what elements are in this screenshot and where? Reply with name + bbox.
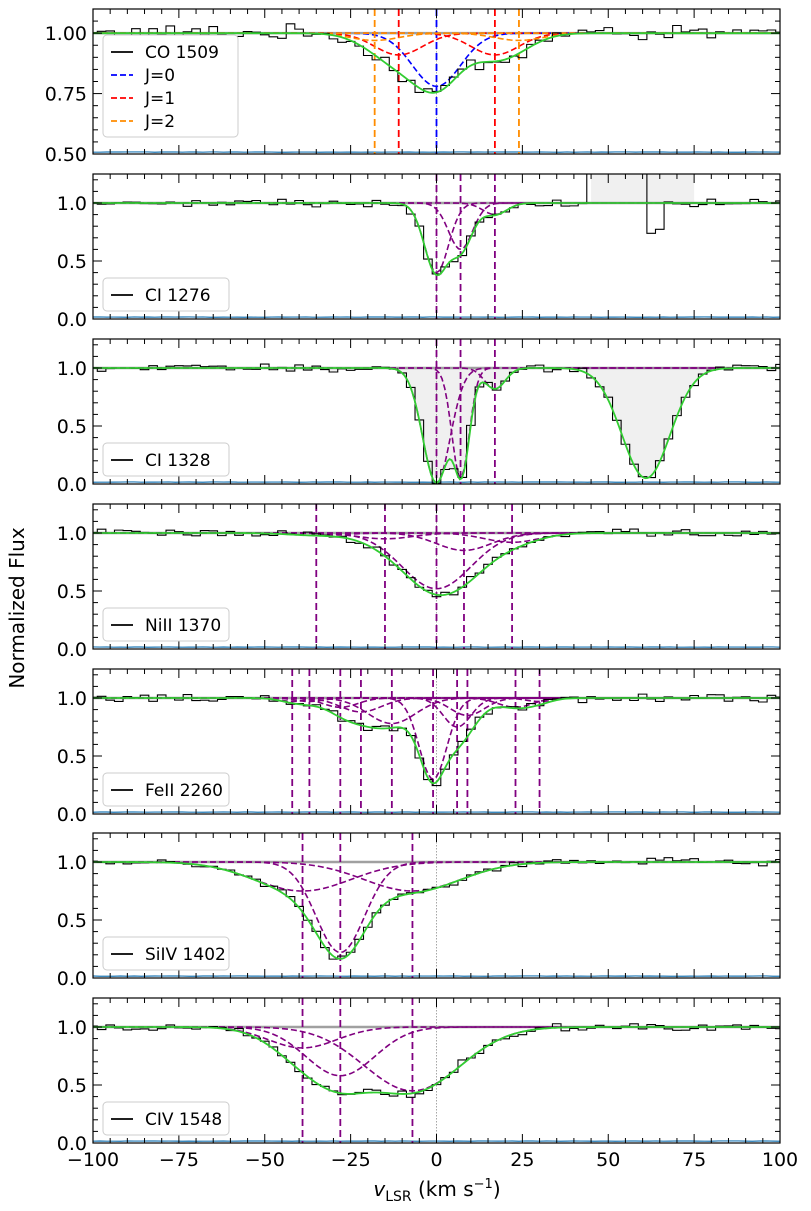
x-tick-label: −50	[245, 1149, 285, 1171]
x-axis-unit-pre: (km s	[412, 1177, 474, 1201]
data-spectrum	[93, 693, 780, 787]
y-tick-label: 1.0	[57, 688, 87, 710]
panel-1: 0.50 0.75 1.00 CO 1509 J=0 J=1 J=2	[45, 8, 781, 166]
y-tick-label: 0.50	[45, 144, 87, 166]
panel-2: 0.0 0.5 1.0 CI 1276	[57, 173, 781, 331]
legend-box	[102, 277, 230, 312]
component-profile	[93, 32, 780, 42]
y-axis-title: Normalized Flux	[5, 527, 29, 689]
x-axis-unit-post: )	[493, 1177, 501, 1201]
legend-box	[102, 772, 230, 807]
y-tick-label: 1.0	[57, 1017, 87, 1039]
panel-4: 0.0 0.5 1.0 NiII 1370	[57, 503, 781, 661]
legend-label: J=0	[144, 66, 175, 86]
y-tick-label: 1.0	[57, 193, 87, 215]
legend-label: CO 1509	[145, 43, 219, 63]
legend-label: CI 1328	[145, 451, 211, 471]
component-profile	[93, 697, 780, 725]
panel-3: 0.0 0.5 1.0 CI 1328	[57, 338, 781, 496]
y-tick-label: 1.00	[45, 23, 87, 45]
y-tick-label: 0.5	[57, 251, 87, 273]
x-axis-sub: LSR	[385, 1189, 412, 1205]
panel-5: 0.0 0.5 1.0 FeII 2260	[57, 668, 781, 826]
legend-label: CI 1276	[145, 286, 211, 306]
legend-box	[102, 442, 230, 477]
y-tick-label: 0.5	[57, 416, 87, 438]
legend-label: NiII 1370	[145, 616, 221, 636]
legend-label: SiIV 1402	[145, 945, 226, 965]
x-tick-label: 25	[510, 1149, 534, 1171]
total-fit-line	[93, 1026, 780, 1095]
y-tick-label: 1.0	[57, 852, 87, 874]
total-fit-line	[93, 202, 780, 277]
panel-7: 0.0 0.5 1.0 CIV 1548 −100 −75 −50 −25 0 25 50 75 100	[57, 997, 798, 1171]
y-tick-label: 0.0	[57, 968, 87, 990]
total-fit-line	[93, 532, 780, 597]
x-axis-title: vLSR (km s−1)	[373, 1177, 500, 1205]
x-tick-label: 0	[430, 1149, 442, 1171]
panel-6: 0.0 0.5 1.0 SiIV 1402	[57, 832, 781, 990]
y-tick-label: 0.5	[57, 1075, 87, 1097]
legend-box	[102, 1101, 230, 1136]
component-profile	[93, 532, 780, 544]
x-tick-label: −100	[67, 1149, 119, 1171]
x-tick-label: 100	[762, 1149, 798, 1171]
legend-label: FeII 2260	[145, 781, 223, 801]
legend-label: J=2	[144, 112, 175, 132]
legend-box	[102, 607, 230, 642]
legend-box	[102, 34, 239, 138]
y-tick-label: 0.0	[57, 1133, 87, 1155]
x-tick-label: −75	[159, 1149, 199, 1171]
y-tick-label: 0.5	[57, 746, 87, 768]
total-fit-line	[93, 861, 780, 960]
y-tick-label: 0.0	[57, 639, 87, 661]
total-fit-line	[93, 32, 780, 94]
y-tick-label: 1.0	[57, 523, 87, 545]
x-tick-label: −25	[331, 1149, 371, 1171]
legend-box	[102, 936, 230, 971]
data-spectrum	[93, 528, 780, 598]
legend-label: CIV 1548	[145, 1110, 222, 1130]
y-tick-label: 0.5	[57, 910, 87, 932]
total-fit-line	[93, 697, 780, 785]
component-profile	[93, 367, 780, 390]
legend-label: J=1	[144, 89, 175, 109]
x-axis-unit-sup: −1	[474, 1177, 493, 1192]
x-axis-var: v	[373, 1177, 386, 1201]
y-tick-label: 0.0	[57, 309, 87, 331]
y-tick-label: 0.75	[45, 84, 87, 106]
y-tick-label: 1.0	[57, 358, 87, 380]
y-tick-label: 0.0	[57, 474, 87, 496]
y-tick-label: 0.0	[57, 804, 87, 826]
y-tick-label: 0.5	[57, 581, 87, 603]
x-tick-label: 50	[596, 1149, 620, 1171]
x-tick-label: 75	[682, 1149, 706, 1171]
